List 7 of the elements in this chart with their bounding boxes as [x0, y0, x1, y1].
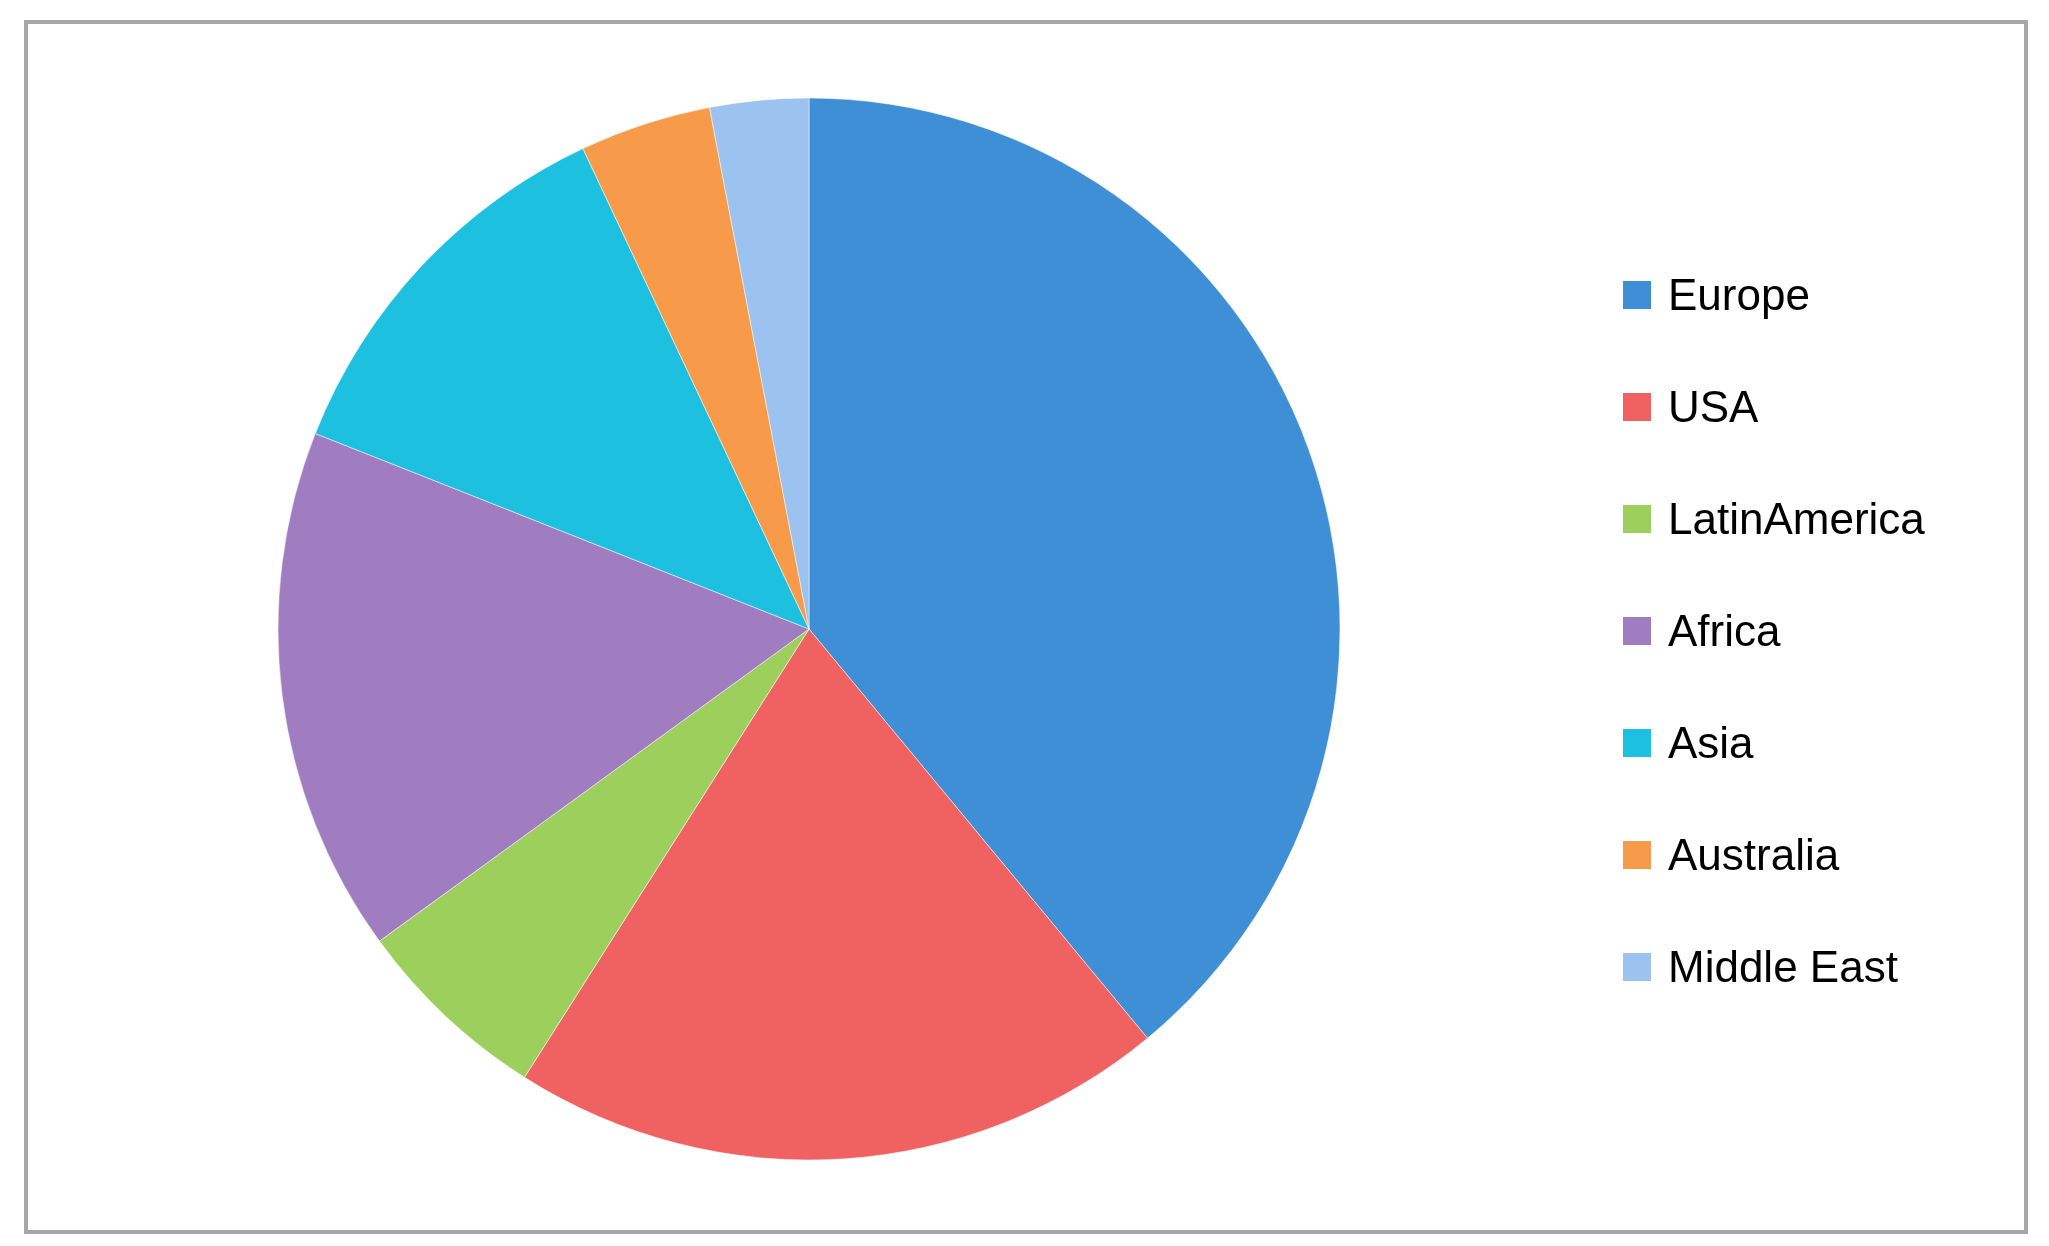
legend-label: Asia [1668, 718, 1755, 768]
legend-label: Middle East [1668, 942, 1898, 992]
legend-label: USA [1668, 382, 1760, 432]
legend-label: Africa [1668, 606, 1781, 656]
legend-label: Europe [1668, 270, 1810, 320]
legend-label: Australia [1668, 830, 1840, 880]
legend-label: LatinAmerica [1668, 494, 1926, 544]
